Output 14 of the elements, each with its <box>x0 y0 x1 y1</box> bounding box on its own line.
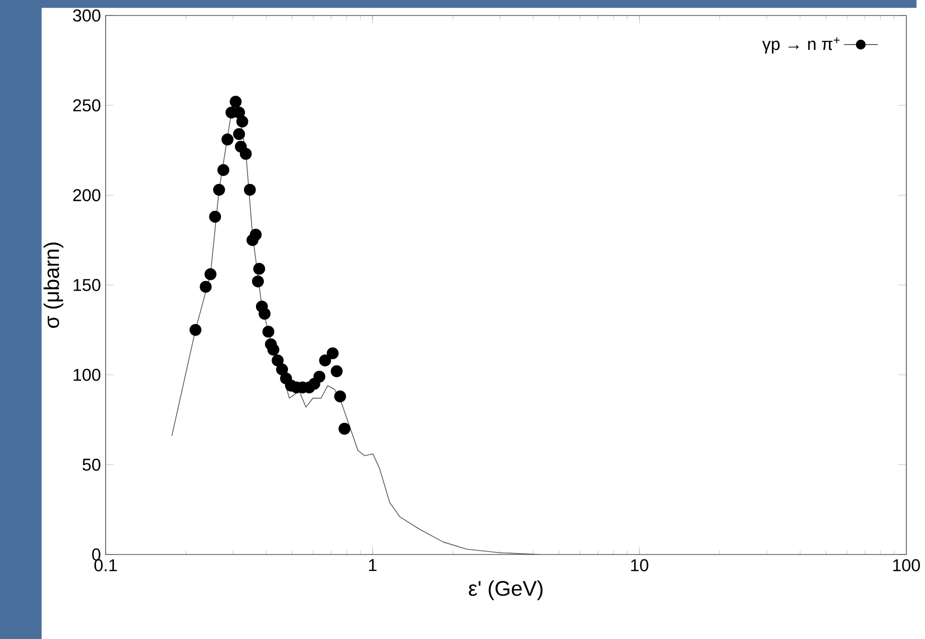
x-tick-label: 1 <box>369 559 376 571</box>
legend-label: γp → n π$^{+}$ <box>762 37 840 54</box>
y-tick-label: 150 <box>74 278 100 292</box>
x-axis-title: ε' (GeV) <box>468 580 542 600</box>
y-tick-label: 0 <box>92 548 100 561</box>
y-tick-label: 300 <box>73 9 100 22</box>
y-axis-title: σ (μbarn) <box>44 242 64 328</box>
x-tick-label: 100 <box>893 559 920 572</box>
y-tick-label: 250 <box>73 99 100 112</box>
x-tick-label: 0.1 <box>94 559 117 572</box>
y-tick-label: 50 <box>82 458 100 471</box>
y-tick-label: 100 <box>74 368 100 381</box>
y-tick-label: 200 <box>73 189 100 202</box>
x-tick-label: 10 <box>631 559 648 572</box>
